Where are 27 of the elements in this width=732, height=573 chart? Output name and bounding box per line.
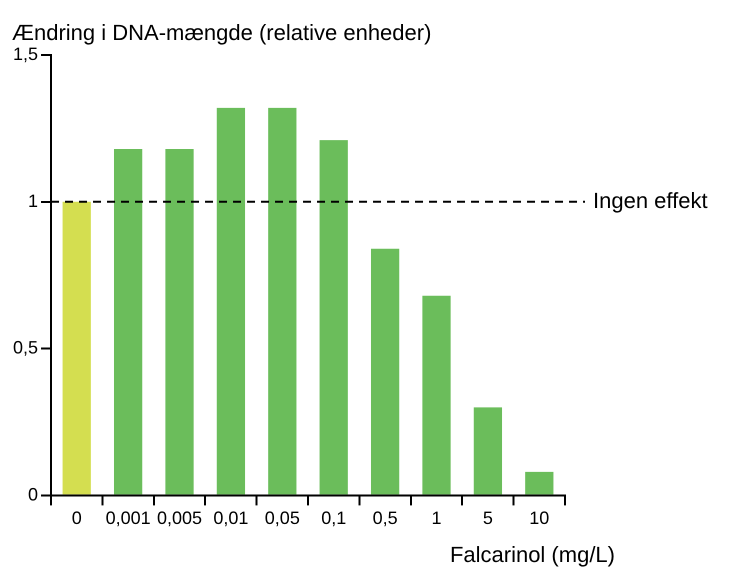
x-tick-label: 1 — [432, 508, 442, 528]
bar — [268, 108, 296, 494]
ref-line-label: Ingen effekt — [593, 188, 708, 213]
x-tick-label: 10 — [529, 508, 550, 528]
x-tick-label: 5 — [482, 508, 493, 528]
y-tick-label: 0,5 — [12, 338, 38, 358]
y-axis-title: Ændring i DNA-mængde (relative enheder) — [12, 20, 432, 45]
x-tick-label: 0 — [72, 508, 82, 528]
x-tick-label: 0,01 — [213, 508, 248, 528]
bar — [370, 248, 400, 494]
x-axis-title: Falcarinol (mg/L) — [450, 542, 615, 567]
y-tick-label: 1,5 — [12, 44, 38, 64]
bar — [422, 296, 451, 494]
x-tick-label: 0,001 — [106, 508, 151, 528]
x-tick-label: 0,1 — [321, 508, 346, 528]
x-tick-label: 0,005 — [156, 508, 202, 528]
bar — [62, 202, 91, 494]
bar — [216, 108, 246, 494]
bar — [320, 140, 348, 494]
x-tick-label: 0,05 — [264, 508, 300, 528]
bar — [525, 472, 554, 494]
bar — [165, 148, 194, 494]
y-tick-label: 1 — [28, 190, 38, 211]
bar — [474, 407, 502, 494]
bar — [114, 148, 142, 494]
y-tick-label: 0 — [28, 484, 38, 504]
x-tick-label: 0,5 — [372, 508, 398, 528]
